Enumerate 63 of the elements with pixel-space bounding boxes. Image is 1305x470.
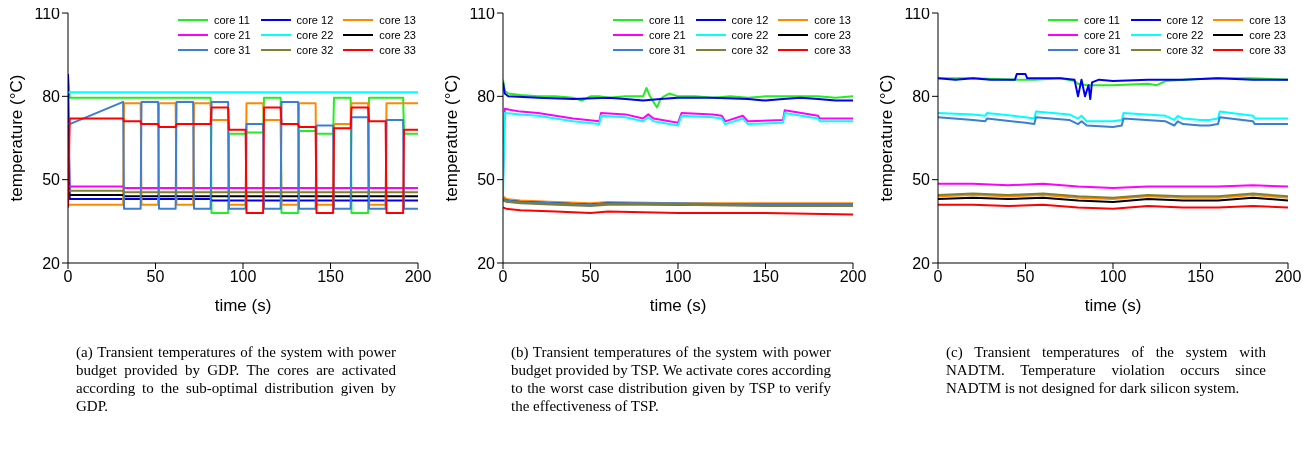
y-axis-title: temperature (°C) [442,74,462,202]
x-tick-label: 200 [1274,268,1302,286]
x-tick-label: 100 [664,268,692,286]
legend-label: core 21 [213,29,251,41]
y-tick-label: 50 [477,171,496,189]
legend-label: core 21 [648,29,686,41]
y-tick-label: 110 [904,4,931,22]
legend-label: core 32 [1166,44,1204,56]
legend-label: core 11 [648,14,685,26]
x-tick-label: 50 [1016,268,1035,286]
legend-label: core 22 [1166,29,1204,41]
y-tick-label: 20 [477,254,496,272]
legend-label: core 33 [814,44,851,56]
legend-label: core 32 [296,44,334,56]
legend-label: core 33 [379,44,416,56]
legend-label: core 23 [379,29,416,41]
legend-label: core 12 [296,14,334,26]
legend-label: core 31 [213,44,251,56]
legend-label: core 22 [296,29,334,41]
legend-label: core 33 [1249,44,1286,56]
legend-label: core 21 [1083,29,1121,41]
x-tick-label: 0 [63,268,73,286]
x-tick-label: 200 [404,268,432,286]
x-tick-label: 200 [839,268,867,286]
x-axis-title: time (s) [1084,296,1142,315]
text: (c) Transient temperatures of the system with NADTM. Temperature violation occurs since NADTM is not designed for dark silicon system. [946,343,1266,397]
legend-label: core 12 [731,14,769,26]
y-tick-label: 50 [912,171,931,189]
x-tick-label: 100 [229,268,257,286]
text: (a) Transient temperatures of the system with power budget provided by GDP. The cores are activated according to the sub-optimal distribution given by GDP. [76,343,396,415]
y-axis-title: temperature (°C) [7,74,27,202]
x-tick-label: 100 [1099,268,1127,286]
y-tick-label: 20 [42,254,61,272]
y-tick-label: 20 [912,254,931,272]
legend-label: core 11 [213,14,250,26]
legend-label: core 31 [1083,44,1121,56]
y-tick-label: 50 [42,171,61,189]
y-tick-label: 80 [42,88,61,106]
x-tick-label: 0 [933,268,943,286]
x-axis-title: time (s) [649,296,707,315]
x-tick-label: 150 [317,268,344,286]
text: (b) Transient temperatures of the system with power budget provided by TSP. We activate cores according to the worst case distribution given by TSP to verify the effectiveness of TSP. [511,343,831,415]
legend-label: core 22 [731,29,769,41]
x-tick-label: 0 [498,268,508,286]
legend-label: core 11 [1083,14,1120,26]
legend-label: core 23 [1249,29,1286,41]
y-tick-label: 110 [469,4,496,22]
x-tick-label: 150 [752,268,779,286]
legend-label: core 23 [814,29,851,41]
legend-label: core 13 [379,14,416,26]
y-axis-title: temperature (°C) [877,74,897,202]
legend-label: core 13 [814,14,851,26]
x-tick-label: 50 [581,268,600,286]
legend-label: core 32 [731,44,769,56]
y-tick-label: 110 [34,4,61,22]
legend-label: core 31 [648,44,686,56]
x-tick-label: 150 [1187,268,1214,286]
x-tick-label: 50 [146,268,165,286]
y-tick-label: 80 [477,88,496,106]
legend-label: core 13 [1249,14,1286,26]
legend-label: core 12 [1166,14,1204,26]
x-axis-title: time (s) [214,296,272,315]
y-tick-label: 80 [912,88,931,106]
